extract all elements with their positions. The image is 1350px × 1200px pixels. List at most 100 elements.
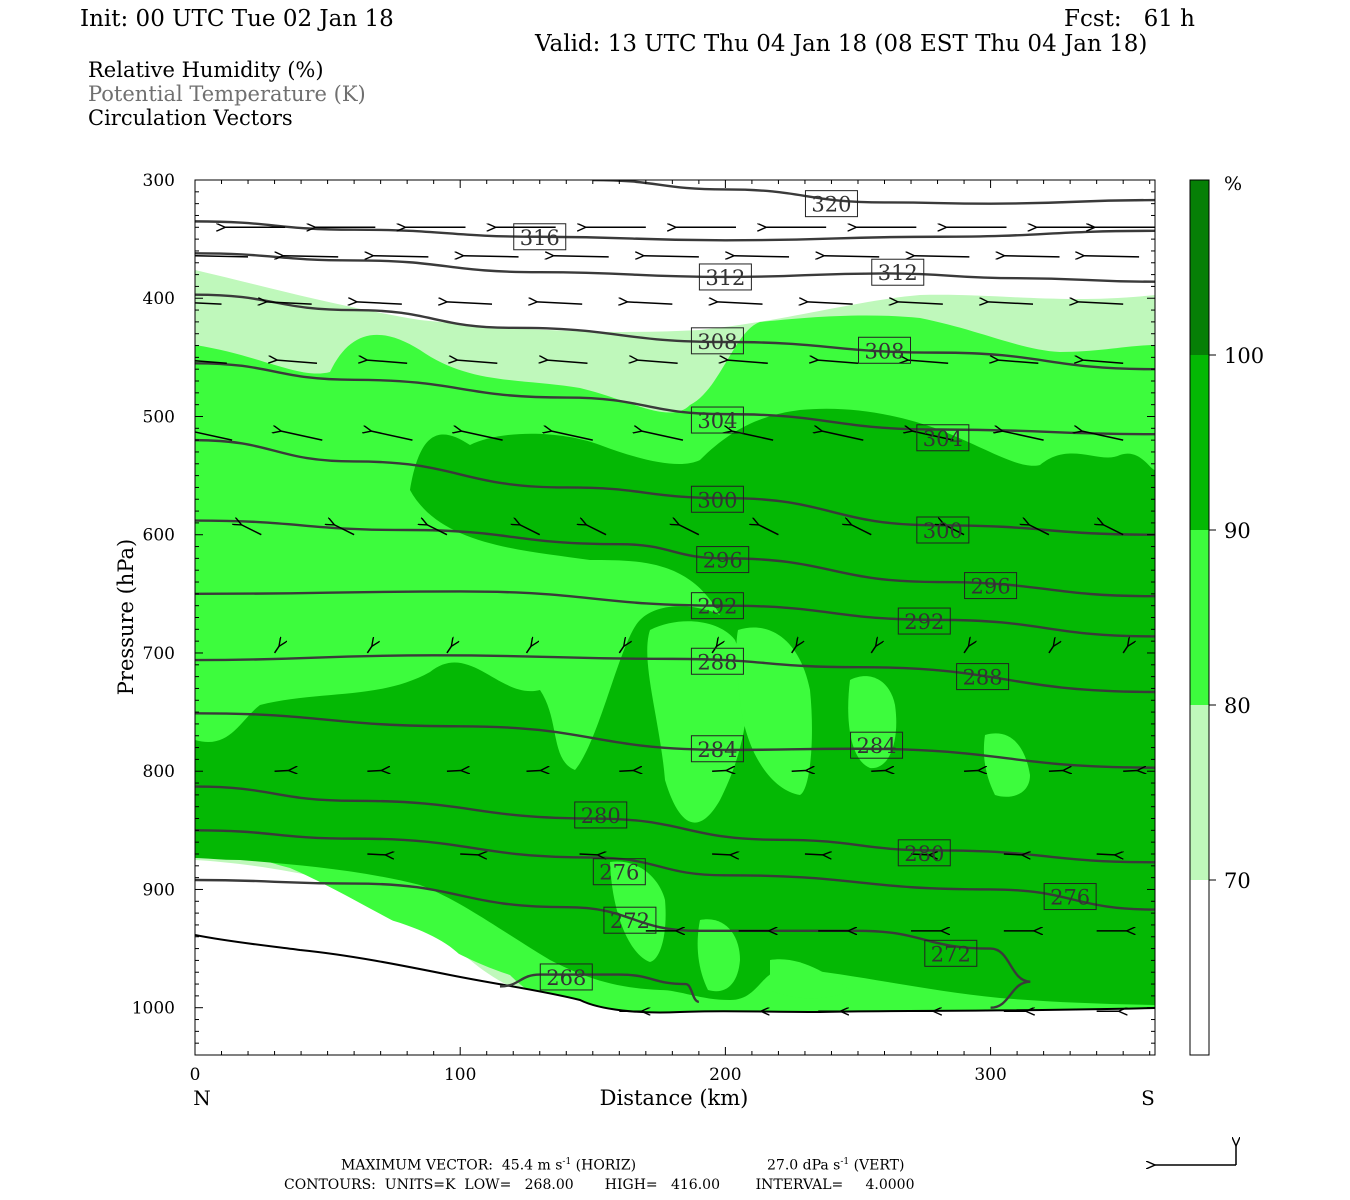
isentrope-272	[195, 878, 1031, 1009]
svg-text:292: 292	[904, 610, 944, 634]
circulation-arrow	[718, 302, 763, 304]
x-tick-label: 300	[974, 1065, 1006, 1085]
circulation-arrow	[457, 360, 498, 365]
isentrope-group	[195, 180, 1155, 1009]
colorbar-tick-70: 70	[1224, 869, 1251, 893]
colorbar-bin-70	[1190, 705, 1209, 880]
x-tick-label: 0	[190, 1065, 201, 1085]
terrain-line	[195, 934, 1155, 1014]
circulation-arrow	[195, 359, 227, 365]
circulation-arrow	[462, 431, 503, 441]
svg-text:268: 268	[546, 966, 586, 990]
circulation-arrow	[464, 256, 519, 257]
colorbar: % 100 90 80 70	[1189, 173, 1264, 1056]
rh-80-90-pocket	[697, 919, 740, 992]
circulation-arrow	[791, 771, 806, 772]
max-vector-horiz: MAXIMUM VECTOR: 45.4 m s-1 (HORIZ)	[341, 1157, 637, 1174]
y-tick-label: 700	[143, 644, 175, 664]
isentrope-label-292: 292	[897, 607, 951, 635]
circulation-arrow	[367, 771, 381, 772]
circulation-arrow	[1123, 771, 1137, 772]
rh-80-90-pocket	[848, 676, 897, 769]
rh-field-label: Relative Humidity (%)	[88, 58, 324, 82]
y-tick-label: 900	[143, 880, 175, 900]
y-tick-label: 300	[143, 171, 175, 191]
vector-field-label: Circulation Vectors	[88, 106, 293, 130]
circulation-arrow	[644, 256, 699, 257]
horiz-label: (HORIZ)	[571, 1157, 637, 1174]
circulation-arrow	[852, 525, 872, 536]
circulation-arrow	[367, 854, 385, 855]
rh-80-90-pocket	[610, 861, 666, 962]
colorbar-bin-90	[1190, 355, 1209, 530]
max-vector-vert: 27.0 dPa s-1 (VERT)	[767, 1157, 905, 1174]
svg-text:300: 300	[923, 519, 963, 543]
isentrope-label-292: 292	[690, 592, 744, 620]
circulation-arrow	[944, 525, 965, 536]
circulation-arrow	[548, 360, 588, 365]
south-label: S	[1141, 1086, 1155, 1110]
isentrope-label-320: 320	[804, 190, 858, 218]
circulation-arrow	[908, 360, 949, 365]
isentrope-316	[195, 220, 1155, 242]
colorbar-tick-90: 90	[1224, 519, 1251, 543]
circulation-arrow	[446, 646, 451, 654]
x-tick-label: 100	[444, 1065, 476, 1085]
svg-text:316: 316	[520, 226, 560, 250]
svg-text:272: 272	[610, 909, 650, 933]
svg-text:308: 308	[697, 330, 737, 354]
isentrope-label-312: 312	[871, 258, 925, 286]
isentrope-label-268: 268	[539, 963, 593, 991]
circulation-arrow	[1029, 525, 1050, 536]
isentrope-284	[195, 712, 1155, 769]
svg-text:312: 312	[878, 261, 918, 285]
isentrope-label-308: 308	[690, 327, 744, 355]
rh-80-90-pocket	[770, 959, 850, 999]
circulation-arrow	[526, 771, 540, 772]
circulation-arrow	[367, 360, 408, 365]
circulation-arrow	[1048, 646, 1053, 654]
isentrope-312	[195, 252, 1155, 283]
circulation-arrow	[619, 771, 633, 772]
circulation-arrow	[554, 256, 609, 257]
circulation-arrow	[818, 360, 859, 365]
circulation-arrow	[281, 431, 323, 441]
svg-text:300: 300	[697, 488, 737, 512]
circulation-arrow	[525, 646, 530, 654]
circulation-arrow	[373, 256, 429, 257]
isentrope-276	[195, 829, 1155, 911]
circulation-arrow	[638, 360, 678, 365]
svg-text:284: 284	[697, 738, 737, 762]
isentrope-label-288: 288	[956, 663, 1010, 691]
init-time: Init: 00 UTC Tue 02 Jan 18	[80, 6, 394, 32]
colorbar-bin-100	[1190, 180, 1209, 355]
circulation-arrow	[822, 431, 864, 441]
circulation-arrow	[1083, 360, 1124, 365]
rh-shading	[195, 180, 1155, 1055]
circulation-arrow	[460, 854, 478, 855]
circulation-arrow	[963, 646, 968, 654]
circulation-arrow	[195, 255, 249, 258]
isentrope-label-276: 276	[1043, 883, 1097, 911]
below-ground	[195, 935, 1155, 1055]
circulation-arrow	[552, 431, 593, 441]
circulation-arrow	[267, 302, 312, 304]
circulation-arrow	[427, 525, 448, 536]
circulation-arrow	[1103, 525, 1124, 536]
circulation-arrow	[728, 360, 768, 365]
isentrope-292	[195, 590, 1155, 638]
theta-field-label: Potential Temperature (K)	[88, 82, 366, 106]
svg-text:308: 308	[864, 339, 904, 363]
y-tick-label: 600	[143, 526, 175, 546]
circulation-arrow	[870, 646, 875, 654]
circulation-arrow	[357, 302, 402, 304]
circulation-arrow	[734, 256, 790, 257]
circulation-arrow	[914, 256, 970, 257]
max-vector-value: MAXIMUM VECTOR: 45.4 m s	[341, 1157, 563, 1174]
circulation-arrow	[898, 302, 943, 304]
isentrope-288	[195, 654, 1155, 694]
isentrope-308	[195, 293, 1155, 371]
svg-text:304: 304	[697, 409, 737, 433]
circulation-arrow	[912, 431, 954, 441]
